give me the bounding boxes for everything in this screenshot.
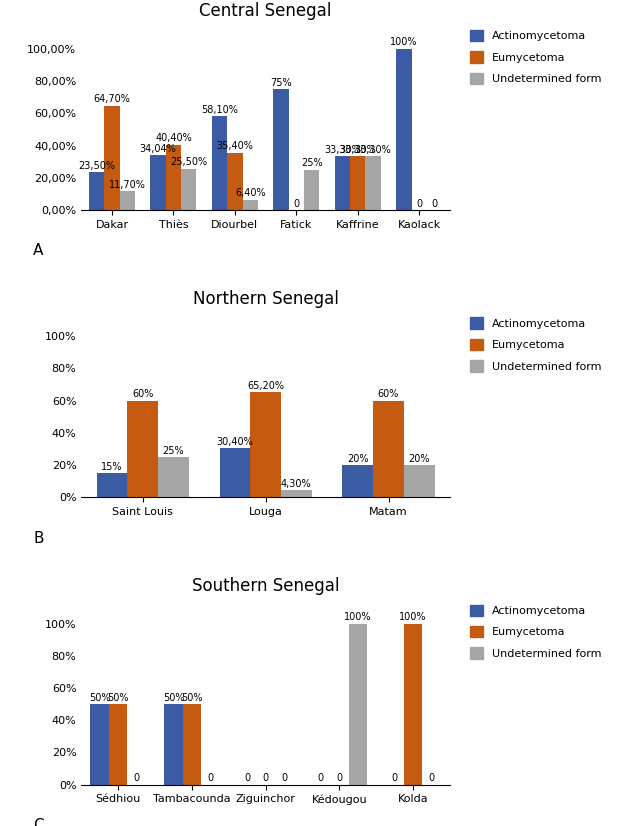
- Bar: [212, 116, 228, 210]
- Text: 0: 0: [336, 773, 342, 783]
- Bar: [349, 624, 367, 785]
- Text: 33,30%: 33,30%: [339, 145, 376, 154]
- Text: 20%: 20%: [347, 453, 369, 463]
- Text: 34,04%: 34,04%: [140, 144, 176, 154]
- Text: 0: 0: [134, 773, 139, 783]
- Text: 58,10%: 58,10%: [201, 105, 238, 115]
- Bar: [166, 145, 181, 210]
- Bar: [373, 401, 404, 497]
- Bar: [396, 49, 412, 210]
- Text: 60%: 60%: [132, 389, 153, 399]
- Text: 25,50%: 25,50%: [170, 158, 208, 168]
- Text: 0: 0: [416, 198, 422, 208]
- Bar: [273, 89, 289, 210]
- Bar: [89, 173, 104, 210]
- Text: 33,30%: 33,30%: [355, 145, 391, 154]
- Text: A: A: [33, 244, 44, 259]
- Text: 100%: 100%: [399, 612, 427, 622]
- Text: 0: 0: [244, 773, 250, 783]
- Text: B: B: [33, 531, 44, 546]
- Text: 0: 0: [392, 773, 398, 783]
- Bar: [350, 156, 366, 210]
- Text: 0: 0: [429, 773, 434, 783]
- Text: 30,40%: 30,40%: [216, 437, 253, 447]
- Text: 50%: 50%: [89, 692, 111, 702]
- Text: 0: 0: [262, 773, 269, 783]
- Text: 20%: 20%: [409, 453, 430, 463]
- Text: 0: 0: [432, 198, 437, 208]
- Bar: [335, 156, 350, 210]
- Title: Northern Senegal: Northern Senegal: [192, 290, 339, 308]
- Title: Central Senegal: Central Senegal: [199, 2, 332, 21]
- Text: 0: 0: [293, 198, 299, 208]
- Bar: [404, 465, 434, 497]
- Text: 25%: 25%: [162, 445, 184, 455]
- Text: 23,50%: 23,50%: [78, 160, 115, 171]
- Text: 0: 0: [318, 773, 324, 783]
- Bar: [342, 465, 373, 497]
- Bar: [109, 704, 127, 785]
- Bar: [219, 449, 250, 497]
- Text: 60%: 60%: [378, 389, 399, 399]
- Text: 35,40%: 35,40%: [216, 141, 253, 151]
- Text: 4,30%: 4,30%: [281, 479, 312, 489]
- Text: 0: 0: [208, 773, 213, 783]
- Bar: [304, 170, 319, 210]
- Bar: [404, 624, 422, 785]
- Text: 25%: 25%: [301, 159, 322, 169]
- Text: 11,70%: 11,70%: [109, 180, 146, 190]
- Text: 40,40%: 40,40%: [155, 134, 192, 144]
- Bar: [182, 704, 201, 785]
- Text: 33,30%: 33,30%: [324, 145, 361, 154]
- Text: 0: 0: [281, 773, 287, 783]
- Text: C: C: [33, 818, 44, 826]
- Bar: [366, 156, 381, 210]
- Title: Southern Senegal: Southern Senegal: [192, 577, 339, 595]
- Bar: [228, 153, 242, 210]
- Bar: [281, 491, 312, 497]
- Text: 100%: 100%: [344, 612, 371, 622]
- Text: 65,20%: 65,20%: [247, 381, 284, 391]
- Text: 100%: 100%: [390, 37, 418, 47]
- Text: 50%: 50%: [162, 692, 184, 702]
- Bar: [119, 192, 135, 210]
- Bar: [242, 200, 258, 210]
- Bar: [104, 106, 119, 210]
- Text: 75%: 75%: [270, 78, 292, 88]
- Text: 64,70%: 64,70%: [94, 94, 131, 104]
- Text: 50%: 50%: [107, 692, 129, 702]
- Text: 50%: 50%: [181, 692, 203, 702]
- Bar: [250, 392, 281, 497]
- Bar: [97, 473, 128, 497]
- Bar: [158, 457, 189, 497]
- Bar: [164, 704, 182, 785]
- Bar: [127, 401, 158, 497]
- Text: 6,40%: 6,40%: [235, 188, 266, 198]
- Legend: Actinomycetoma, Eumycetoma, Undetermined form: Actinomycetoma, Eumycetoma, Undetermined…: [467, 601, 605, 662]
- Bar: [181, 169, 196, 210]
- Bar: [151, 155, 166, 210]
- Bar: [91, 704, 109, 785]
- Legend: Actinomycetoma, Eumycetoma, Undetermined form: Actinomycetoma, Eumycetoma, Undetermined…: [467, 314, 605, 375]
- Legend: Actinomycetoma, Eumycetoma, Undetermined form: Actinomycetoma, Eumycetoma, Undetermined…: [467, 26, 605, 88]
- Text: 15%: 15%: [101, 462, 122, 472]
